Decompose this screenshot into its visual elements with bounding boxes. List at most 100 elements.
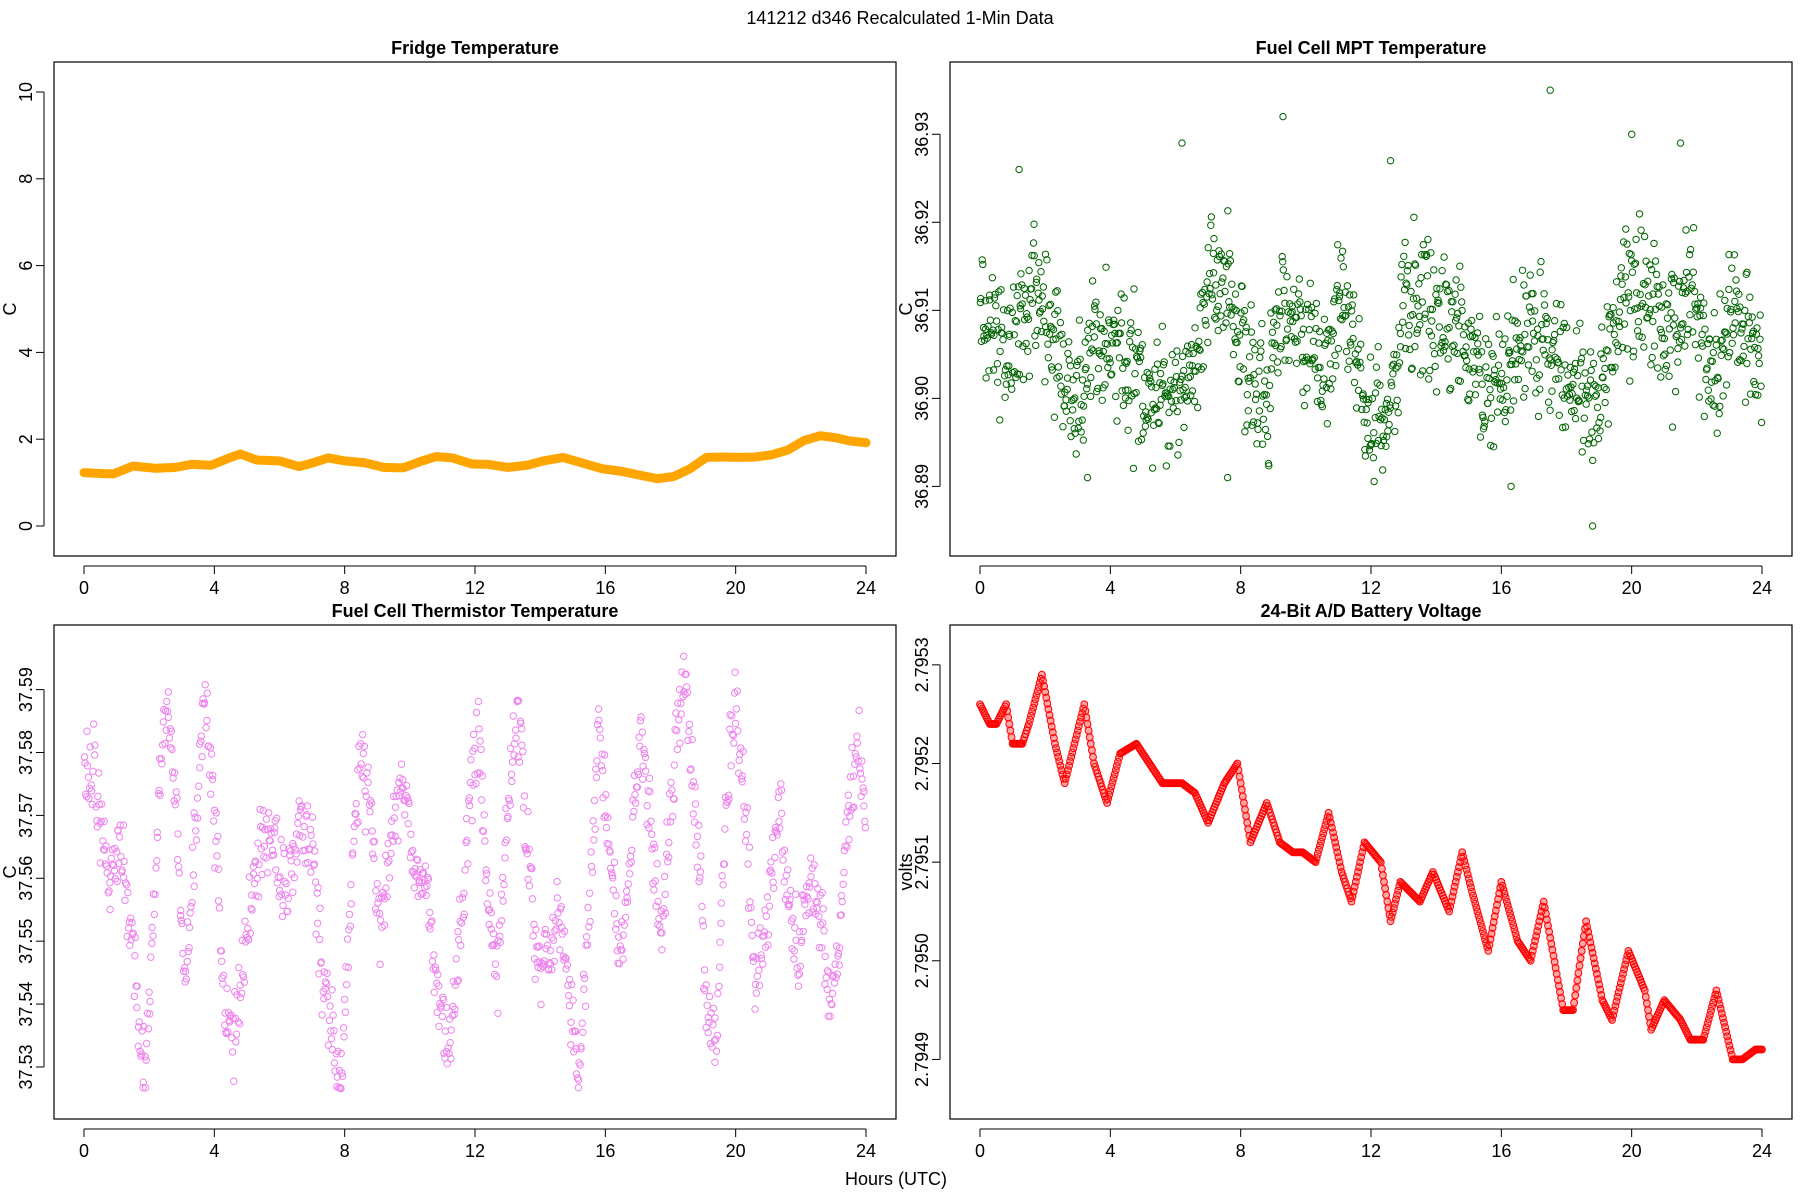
data-point [359,774,368,782]
data-point [1458,848,1467,857]
data-point [1318,833,1326,842]
x-tick-label: 8 [1236,1141,1246,1161]
data-point [1685,273,1693,281]
data-point [1231,335,1239,343]
data-point [477,745,485,754]
data-point [1033,687,1042,696]
data-point [271,824,279,832]
data-point [1365,395,1373,404]
data-point [1601,398,1609,407]
data-point [1191,324,1199,332]
data-point [515,758,524,766]
x-tick-label: 24 [1752,1141,1772,1161]
data-point [452,955,460,963]
data-point [162,726,170,734]
data-point [164,688,173,696]
data-point [1041,688,1050,696]
data-point [1593,403,1602,412]
data-point [1650,239,1658,248]
data-point [637,713,645,721]
data-point [1369,454,1378,462]
data-point [601,812,610,820]
data-point [1110,316,1118,324]
data-point [728,730,736,738]
data-point [1022,339,1030,348]
data-point [376,916,385,924]
data-point [1293,337,1301,345]
data-point [796,962,804,971]
data-point [798,936,806,945]
data-point [1233,338,1241,347]
panel-title: Fuel Cell Thermistor Temperature [332,601,619,621]
y-axis-label: C [896,303,916,316]
data-point [1334,241,1342,249]
data-point [1251,395,1260,404]
data-point [1365,446,1374,454]
data-point [1119,401,1128,410]
data-point [450,1010,458,1019]
data-point [1389,904,1398,913]
data-point [87,787,96,795]
data-point [739,747,747,755]
data-point [1310,354,1319,362]
data-point [636,716,645,725]
data-point [1606,325,1614,333]
data-point [1169,385,1177,394]
x-tick-label: 8 [340,1141,350,1161]
data-point [1675,277,1684,286]
data-point [1585,435,1594,443]
data-point [1018,300,1026,308]
data-point [1054,307,1062,315]
data-point [1628,130,1636,139]
data-point [249,870,258,878]
data-point [985,367,993,375]
data-point [215,904,224,912]
data-point [1593,970,1601,978]
data-point [669,812,677,821]
y-tick-label: 36.90 [912,376,932,421]
data-point [1748,313,1756,321]
data-point [1218,278,1226,286]
data-point [1171,358,1180,367]
data-point [698,917,707,925]
data-point [1205,269,1214,278]
data-point [1628,268,1637,276]
data-point [1497,379,1506,388]
data-point [684,736,692,745]
data-point [374,899,382,907]
data-point [338,1069,346,1077]
data-point [1414,302,1422,310]
data-point [721,825,729,833]
data-point [1316,841,1324,850]
data-point [387,849,395,858]
data-point [629,813,637,821]
data-point [628,846,636,855]
data-point [1278,252,1286,261]
data-point [407,830,415,838]
data-point [1557,366,1565,374]
data-point [1648,265,1656,274]
data-point [146,997,154,1006]
data-point [1544,398,1553,406]
data-point [1425,375,1433,383]
data-point [1610,1006,1619,1015]
data-point [670,761,678,769]
data-point [683,683,691,691]
data-point [1354,386,1363,395]
data-point [1114,758,1122,766]
data-point [1617,264,1626,272]
data-point [1232,761,1241,769]
data-point [525,882,534,890]
data-point [1433,284,1441,293]
data-point [606,848,614,856]
data-point [1518,266,1527,274]
data-point [1620,320,1629,328]
data-point [1708,1002,1716,1011]
data-point [995,288,1003,296]
data-point [303,802,312,810]
data-point [1243,391,1252,399]
data-point [514,697,523,705]
data-point [502,836,511,844]
data-point [1058,330,1066,338]
data-point [1209,269,1218,277]
